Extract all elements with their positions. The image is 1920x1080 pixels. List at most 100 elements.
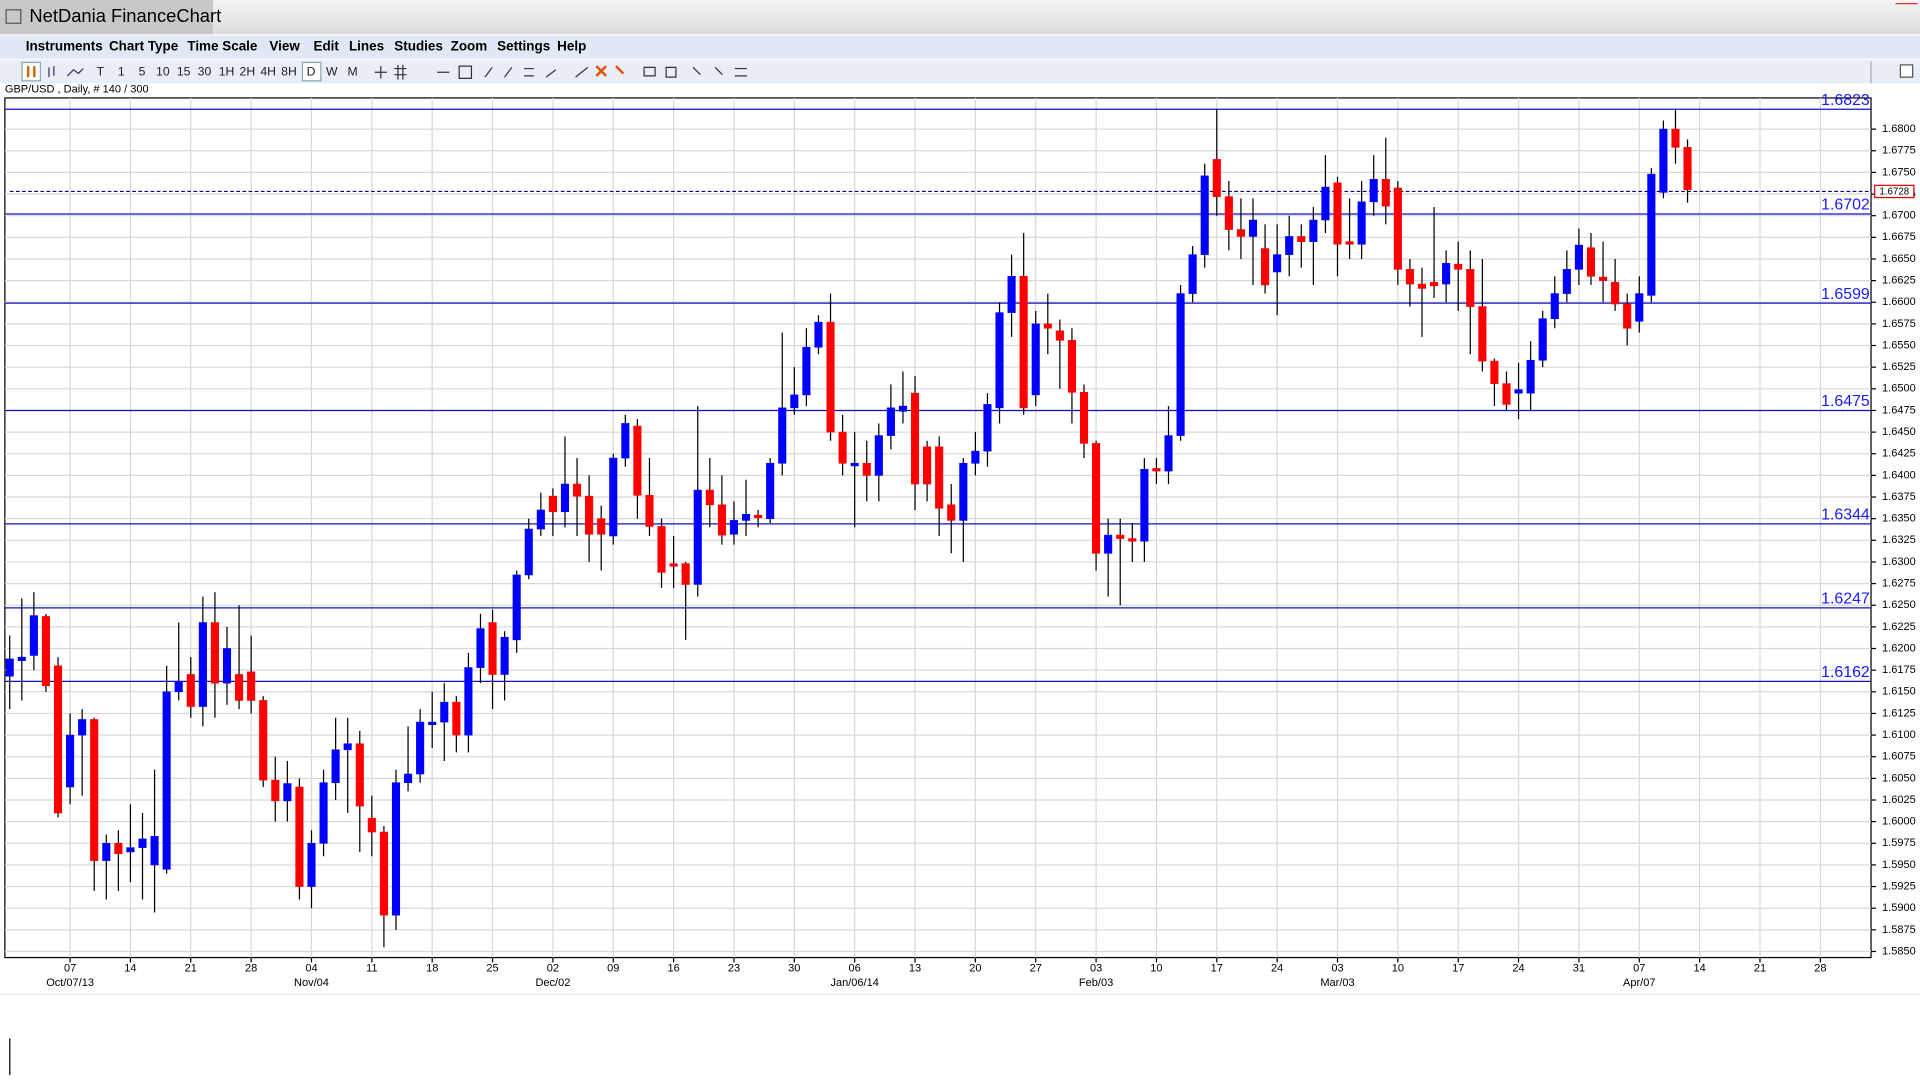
- candle-body: [850, 462, 859, 467]
- candle-body: [1188, 254, 1197, 294]
- timescale-button[interactable]: M: [348, 64, 358, 78]
- menu-item[interactable]: View: [269, 39, 300, 54]
- candle-body: [1212, 159, 1221, 197]
- timescale-button[interactable]: 4H: [260, 64, 276, 78]
- candle-body: [1236, 229, 1245, 237]
- delete-icons[interactable]: [595, 65, 625, 77]
- x-tick-label: 10: [1150, 962, 1162, 974]
- menu-item[interactable]: Lines: [349, 39, 384, 54]
- timescale-button[interactable]: T: [97, 64, 105, 78]
- candle-body: [259, 700, 268, 781]
- timescale-button[interactable]: 8H: [281, 64, 297, 78]
- menu-item[interactable]: Settings: [497, 39, 550, 54]
- y-tick-label: 1.6550: [1882, 339, 1916, 351]
- y-tick-label: 1.6100: [1882, 729, 1916, 741]
- y-tick-label: 1.5975: [1882, 837, 1916, 849]
- candle-body: [995, 312, 1004, 409]
- menu-item[interactable]: Time Scale: [187, 39, 258, 54]
- month-label: Apr/07: [1623, 977, 1655, 989]
- timescale-button[interactable]: 15: [177, 64, 191, 78]
- x-tick-label: 06: [849, 962, 861, 974]
- title-bar: [0, 0, 1920, 35]
- candle-body: [440, 701, 449, 723]
- candle-body: [910, 392, 920, 485]
- candle-body: [560, 483, 570, 513]
- menu-item[interactable]: Studies: [394, 39, 443, 54]
- line-tool-icons: [484, 66, 589, 78]
- candle-body: [923, 446, 932, 485]
- x-tick-label: 28: [245, 962, 257, 974]
- y-tick-label: 1.6300: [1882, 556, 1916, 568]
- y-tick-label: 1.6150: [1882, 686, 1916, 698]
- menu-item[interactable]: Edit: [313, 39, 339, 54]
- timescale-button[interactable]: W: [326, 64, 338, 78]
- level-label: 1.6162: [1821, 664, 1870, 681]
- timescale-button[interactable]: 2H: [240, 64, 256, 78]
- candle-body: [633, 425, 642, 496]
- candle-button[interactable]: [21, 61, 42, 82]
- candle-body: [416, 721, 425, 775]
- menu-item[interactable]: Zoom: [451, 39, 488, 54]
- candle-body: [1273, 254, 1282, 273]
- menu-item[interactable]: Chart Type: [109, 39, 179, 54]
- y-tick-label: 1.6125: [1882, 707, 1916, 719]
- candle-body: [681, 563, 690, 585]
- timescale-button[interactable]: 5: [139, 64, 146, 78]
- timescale-button[interactable]: D: [307, 64, 316, 78]
- x-tick-label: 28: [1814, 962, 1826, 974]
- level-label: 1.6475: [1821, 393, 1870, 410]
- candle-body: [379, 831, 388, 916]
- candle-body: [1466, 269, 1475, 307]
- candle-icon: [26, 66, 36, 78]
- menu-item[interactable]: Instruments: [26, 39, 103, 54]
- x-tick-label: 10: [1392, 962, 1404, 974]
- x-tick-label: 27: [1030, 962, 1042, 974]
- candle-body: [1067, 340, 1076, 393]
- timescale-button[interactable]: 30: [198, 64, 212, 78]
- candle-body: [1104, 534, 1113, 554]
- x-tick-label: 13: [909, 962, 921, 974]
- candle-body: [693, 489, 702, 585]
- timescale-button[interactable]: 10: [156, 64, 170, 78]
- candle-body: [754, 514, 763, 519]
- app-icon: [5, 9, 22, 24]
- timescale-button[interactable]: 1H: [219, 64, 235, 78]
- x-tick-label: 09: [607, 962, 619, 974]
- candle-body: [1381, 179, 1390, 207]
- candle-body: [1671, 128, 1680, 148]
- x-tick-label: 02: [547, 962, 559, 974]
- candle-body: [1478, 306, 1487, 362]
- menu-item[interactable]: Help: [557, 39, 586, 54]
- y-tick-label: 1.5875: [1882, 924, 1916, 936]
- candle-body: [572, 483, 582, 497]
- candle-body: [66, 734, 75, 788]
- candle-body: [1152, 468, 1161, 472]
- y-tick-label: 1.6225: [1882, 621, 1916, 633]
- candle-body: [959, 462, 968, 521]
- candle-body: [1586, 247, 1596, 277]
- candle-body: [524, 528, 533, 576]
- candle-body: [102, 842, 111, 861]
- y-tick-label: 1.5925: [1882, 880, 1916, 892]
- candle-body: [790, 394, 799, 409]
- timescale-button[interactable]: 1: [118, 64, 125, 78]
- daily-selected: [301, 61, 322, 82]
- candle-body: [1297, 236, 1306, 242]
- chart-type-icons: [48, 66, 84, 78]
- y-tick-label: 1.6575: [1882, 318, 1916, 330]
- candle-body: [78, 719, 87, 736]
- candle-body: [536, 509, 545, 530]
- candle-body: [1393, 187, 1402, 270]
- x-tick-label: 03: [1331, 962, 1343, 974]
- candle-body: [1550, 293, 1559, 320]
- zoom-icons[interactable]: [643, 66, 747, 78]
- y-tick-label: 1.6775: [1882, 145, 1916, 157]
- candle-body: [174, 681, 183, 693]
- settings-box[interactable]: [1899, 64, 1914, 78]
- x-tick-label: 17: [1211, 962, 1223, 974]
- candle-body: [295, 786, 304, 887]
- candle-body: [1611, 282, 1620, 305]
- candle-body: [1031, 323, 1040, 396]
